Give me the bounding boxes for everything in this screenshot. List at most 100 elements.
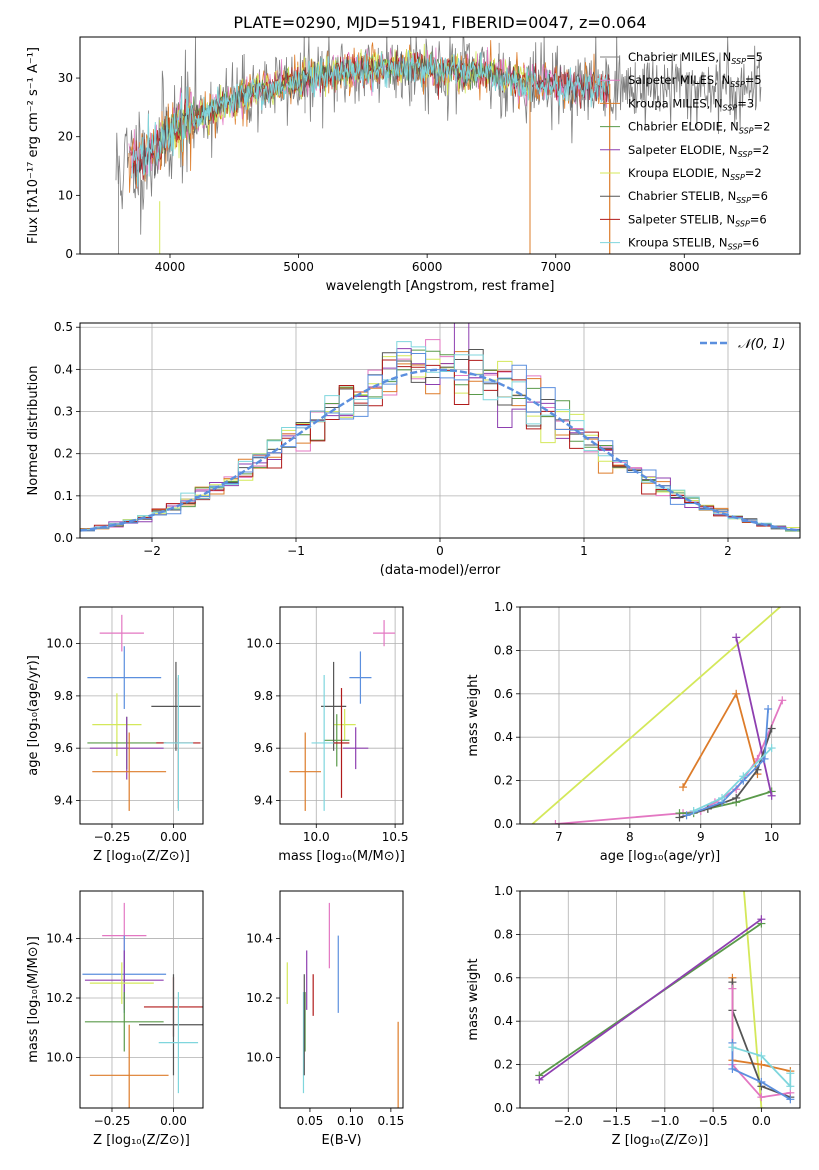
- legend-label: Salpeter ELODIE, NSSP=2: [628, 143, 769, 159]
- y-tick-label: 9.8: [54, 689, 73, 703]
- x-tick-label: −1.5: [602, 1114, 631, 1128]
- x-tick-label: −0.5: [699, 1114, 728, 1128]
- x-tick-label: −1: [287, 544, 305, 558]
- axes-frame: [79, 36, 801, 255]
- series-marker: [551, 820, 560, 824]
- x-tick-label: −2: [143, 544, 161, 558]
- histogram-step: [80, 355, 800, 530]
- y-tick-label: 10.4: [46, 932, 73, 946]
- series-line: [731, 1042, 791, 1101]
- weight-vs-age-panel: 7 8 9 10 0.0 0.2 0.4 0.6 0.8 1.0 age [log₁₀(age/yr…: [466, 586, 804, 864]
- x-tick-label: 1: [580, 544, 588, 558]
- y-tick-label: 10: [58, 188, 73, 202]
- y-tick-label: 10.0: [46, 637, 73, 651]
- data-point: [89, 962, 154, 1004]
- x-tick-label: −0.25: [94, 1114, 131, 1128]
- data-point: [163, 674, 194, 811]
- x-tick-label: 0: [436, 544, 444, 558]
- series-line: [732, 1046, 792, 1089]
- x-tick-label: 0.00: [160, 830, 187, 844]
- axes-frame: [519, 890, 801, 1109]
- mass-vs-ebv-panel: 0.05 0.10 0.15 10.0 10.2 10.4 E(B-V): [246, 890, 404, 1148]
- x-axis-label: (data-model)/error: [380, 563, 501, 578]
- series-marker: [728, 1064, 737, 1073]
- y-tick-label: 0.6: [494, 687, 513, 701]
- series-marker: [796, 586, 804, 594]
- residual-histograms: [80, 323, 800, 532]
- data-point: [84, 992, 164, 1052]
- series-line: [538, 918, 762, 1081]
- series-marker: [757, 1051, 766, 1060]
- data-point: [89, 1024, 169, 1108]
- y-tick-label: 1.0: [494, 600, 513, 614]
- series-marker: [732, 689, 741, 698]
- weight-series: [531, 586, 804, 824]
- y-tick-label: 0.1: [54, 489, 73, 503]
- mass-vs-Z-panel: −0.25 0.00 10.0 10.2 10.4 Z [log₁₀(Z/Z⊙)] mass…: [26, 890, 204, 1148]
- y-axis-label: Normed distribution: [26, 366, 41, 496]
- legend-label: Chabrier MILES, NSSP=5: [628, 50, 763, 66]
- figure-title: PLATE=0290, MJD=51941, FIBERID=0047, z=0…: [233, 13, 646, 32]
- y-tick-label: 0: [65, 247, 73, 261]
- series-marker: [786, 1069, 795, 1078]
- series-marker: [732, 793, 741, 802]
- x-tick-label: 8: [626, 830, 634, 844]
- data-point: [373, 620, 396, 647]
- data-point: [92, 732, 167, 811]
- y-tick-label: 0.4: [54, 362, 73, 376]
- x-tick-label: 0.05: [297, 1114, 324, 1128]
- y-axis-label: age [log₁₀(age/yr)]: [26, 655, 41, 776]
- x-axis-label: wavelength [Angstrom, rest frame]: [326, 279, 555, 294]
- y-tick-label: 0.2: [494, 774, 513, 788]
- spectrum-panel: 4000 5000 6000 7000 8000 0 10 20 30 wavelength [A…: [26, 36, 801, 294]
- age-vs-Z-panel: −0.25 0.00 9.4 9.6 9.8 10.0 Z [log₁₀(Z/Z⊙)] age…: [26, 606, 204, 864]
- errorbar-points: [289, 620, 396, 811]
- axes-frame: [279, 890, 404, 1109]
- x-tick-label: 10.5: [382, 830, 409, 844]
- axes-frame: [79, 890, 204, 1109]
- y-tick-label: 9.8: [254, 689, 273, 703]
- series-marker: [767, 724, 776, 733]
- x-tick-label: 6000: [412, 260, 443, 274]
- series-marker: [718, 793, 727, 802]
- data-point: [333, 688, 350, 798]
- data-point: [158, 992, 199, 1094]
- series-marker: [757, 1077, 766, 1086]
- data-point: [99, 614, 144, 652]
- axes-frame: [279, 606, 404, 825]
- x-axis-label: Z [log₁₀(Z/Z⊙)]: [93, 849, 190, 864]
- x-tick-label: 0.10: [337, 1114, 364, 1128]
- legend-label: Chabrier ELODIE, NSSP=2: [628, 120, 770, 136]
- series-marker: [764, 704, 773, 713]
- series-marker: [757, 1104, 766, 1108]
- data-point: [343, 727, 369, 770]
- axes-frame: [519, 606, 801, 825]
- y-tick-label: 9.4: [254, 793, 273, 807]
- age-vs-mass-panel: 10.0 10.5 9.4 9.6 9.8 10.0 mass [log₁₀(M/M⊙)]: [246, 606, 409, 864]
- series-marker: [786, 1095, 795, 1104]
- series-line: [555, 699, 784, 824]
- y-tick-label: 10.0: [246, 637, 273, 651]
- y-tick-label: 10.0: [46, 1050, 73, 1064]
- y-axis-label: mass weight: [466, 958, 481, 1040]
- series-marker: [732, 633, 741, 642]
- x-tick-label: 7: [555, 830, 563, 844]
- legend-label: Kroupa STELIB, NSSP=6: [628, 236, 759, 252]
- y-tick-label: 9.4: [54, 793, 73, 807]
- y-tick-label: 0.2: [494, 1058, 513, 1072]
- data-point: [349, 651, 372, 704]
- x-tick-label: 10: [764, 830, 779, 844]
- series-line: [731, 988, 791, 1099]
- y-axis-label: mass weight: [466, 674, 481, 756]
- series-marker: [675, 813, 684, 822]
- y-axis-label: mass [log₁₀(M/M⊙)]: [26, 936, 41, 1063]
- gaussian-curve: [80, 368, 800, 532]
- x-tick-label: 10.0: [303, 830, 330, 844]
- series-line: [735, 637, 773, 796]
- x-tick-label: 8000: [669, 260, 700, 274]
- x-tick-label: 0.0: [752, 1114, 771, 1128]
- y-tick-label: 0.0: [494, 1101, 513, 1115]
- x-axis-label: Z [log₁₀(Z/Z⊙)]: [612, 1133, 709, 1148]
- residuals-panel: −2 −1 0 1 2 0.0 0.1 0.2 0.3 0.4 0.5 (data-model)/er…: [26, 320, 801, 578]
